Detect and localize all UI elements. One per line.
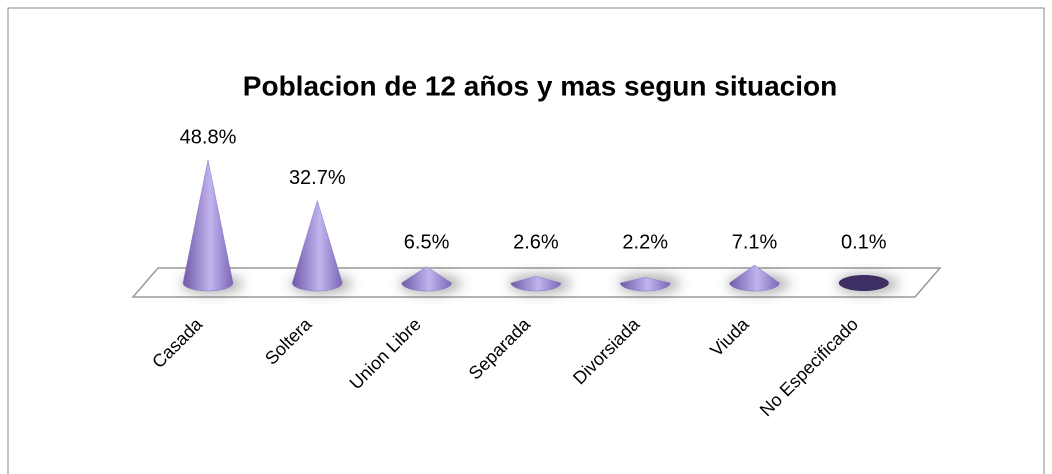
x-tick-label: Union Libre <box>346 314 425 393</box>
value-label: 2.6% <box>513 231 559 253</box>
value-label: 6.5% <box>404 231 450 253</box>
x-tick-label: No Especificado <box>756 314 862 420</box>
cone <box>292 199 343 292</box>
chart-frame <box>7 7 1045 474</box>
value-label: 2.2% <box>622 231 668 253</box>
cone <box>729 264 780 292</box>
cone <box>510 276 562 292</box>
x-tick-label: Soltera <box>261 313 316 368</box>
value-label: 48.8% <box>180 126 237 148</box>
cone <box>619 277 671 292</box>
chart-title: Poblacion de 12 años y mas segun situaci… <box>243 70 837 101</box>
value-label: 0.1% <box>841 231 887 253</box>
cone <box>401 266 452 292</box>
value-label: 7.1% <box>732 231 778 253</box>
cone <box>838 275 889 291</box>
x-tick-label: Viuda <box>706 313 753 360</box>
x-tick-label: Separada <box>465 313 535 383</box>
x-tick-label: Divorsiada <box>569 313 644 388</box>
value-label: 32.7% <box>289 167 346 189</box>
x-tick-label: Casada <box>148 313 207 372</box>
cone <box>182 159 234 292</box>
